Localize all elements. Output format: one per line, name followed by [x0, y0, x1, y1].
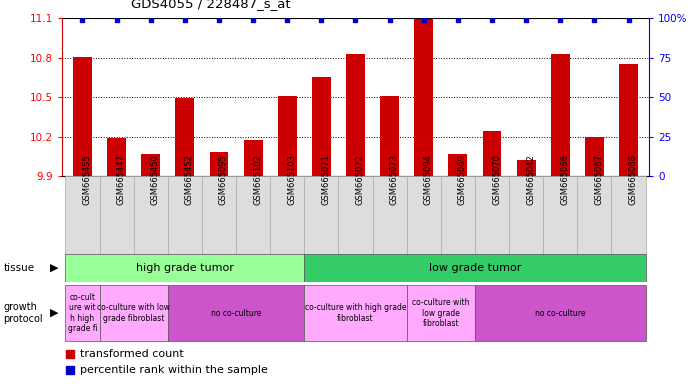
Bar: [304, 254, 645, 282]
Text: GSM665068: GSM665068: [629, 154, 638, 205]
Bar: [209, 152, 228, 176]
Text: GSM665067: GSM665067: [594, 154, 603, 205]
Bar: [73, 58, 92, 176]
Bar: [339, 176, 372, 254]
Bar: [270, 176, 304, 254]
Bar: [380, 96, 399, 176]
Bar: [312, 77, 331, 176]
Text: co-culture with
low grade
fibroblast: co-culture with low grade fibroblast: [412, 298, 470, 328]
Bar: [551, 53, 569, 176]
Bar: [441, 176, 475, 254]
Bar: [66, 285, 100, 341]
Text: co-cult
ure wit
h high
grade fi: co-cult ure wit h high grade fi: [68, 293, 97, 333]
Bar: [66, 254, 304, 282]
Bar: [482, 131, 502, 176]
Bar: [475, 176, 509, 254]
Bar: [304, 176, 339, 254]
Text: GSM665447: GSM665447: [117, 154, 126, 205]
Bar: [133, 176, 168, 254]
Text: high grade tumor: high grade tumor: [136, 263, 234, 273]
Bar: [202, 176, 236, 254]
Text: GSM665452: GSM665452: [185, 154, 194, 205]
Text: GDS4055 / 228487_s_at: GDS4055 / 228487_s_at: [131, 0, 291, 10]
Text: GSM665070: GSM665070: [492, 154, 501, 205]
Bar: [304, 285, 407, 341]
Bar: [578, 176, 612, 254]
Bar: [407, 285, 475, 341]
Bar: [278, 96, 296, 176]
Text: GSM665069: GSM665069: [458, 154, 467, 205]
Text: GSM665073: GSM665073: [390, 154, 399, 205]
Text: growth
protocol: growth protocol: [3, 302, 43, 324]
Text: low grade tumor: low grade tumor: [428, 263, 521, 273]
Bar: [168, 176, 202, 254]
Bar: [509, 176, 543, 254]
Bar: [142, 154, 160, 176]
Text: co-culture with low
grade fibroblast: co-culture with low grade fibroblast: [97, 303, 170, 323]
Text: no co-culture: no co-culture: [211, 308, 261, 318]
Bar: [66, 176, 100, 254]
Bar: [543, 176, 578, 254]
Text: GSM665450: GSM665450: [151, 154, 160, 205]
Bar: [372, 176, 407, 254]
Bar: [244, 141, 263, 176]
Text: no co-culture: no co-culture: [535, 308, 585, 318]
Text: GSM665103: GSM665103: [287, 154, 296, 205]
Text: GSM665102: GSM665102: [253, 154, 262, 205]
Text: GSM665066: GSM665066: [560, 154, 569, 205]
Bar: [107, 138, 126, 176]
Bar: [168, 285, 304, 341]
Bar: [448, 154, 467, 176]
Bar: [517, 160, 536, 176]
Text: percentile rank within the sample: percentile rank within the sample: [80, 365, 268, 375]
Bar: [100, 285, 168, 341]
Text: ▶: ▶: [50, 308, 58, 318]
Bar: [176, 98, 194, 176]
Text: GSM665042: GSM665042: [526, 154, 535, 205]
Text: co-culture with high grade
fibroblast: co-culture with high grade fibroblast: [305, 303, 406, 323]
Bar: [415, 18, 433, 176]
Text: GSM665071: GSM665071: [321, 154, 330, 205]
Text: GSM665072: GSM665072: [355, 154, 364, 205]
Text: GSM665095: GSM665095: [219, 154, 228, 205]
Bar: [346, 53, 365, 176]
Text: GSM665455: GSM665455: [82, 154, 91, 205]
Text: transformed count: transformed count: [80, 349, 184, 359]
Bar: [612, 176, 645, 254]
Bar: [475, 285, 645, 341]
Text: ▶: ▶: [50, 263, 58, 273]
Bar: [407, 176, 441, 254]
Bar: [585, 136, 604, 176]
Bar: [619, 64, 638, 176]
Text: GSM665094: GSM665094: [424, 154, 433, 205]
Bar: [100, 176, 133, 254]
Bar: [236, 176, 270, 254]
Text: tissue: tissue: [3, 263, 35, 273]
